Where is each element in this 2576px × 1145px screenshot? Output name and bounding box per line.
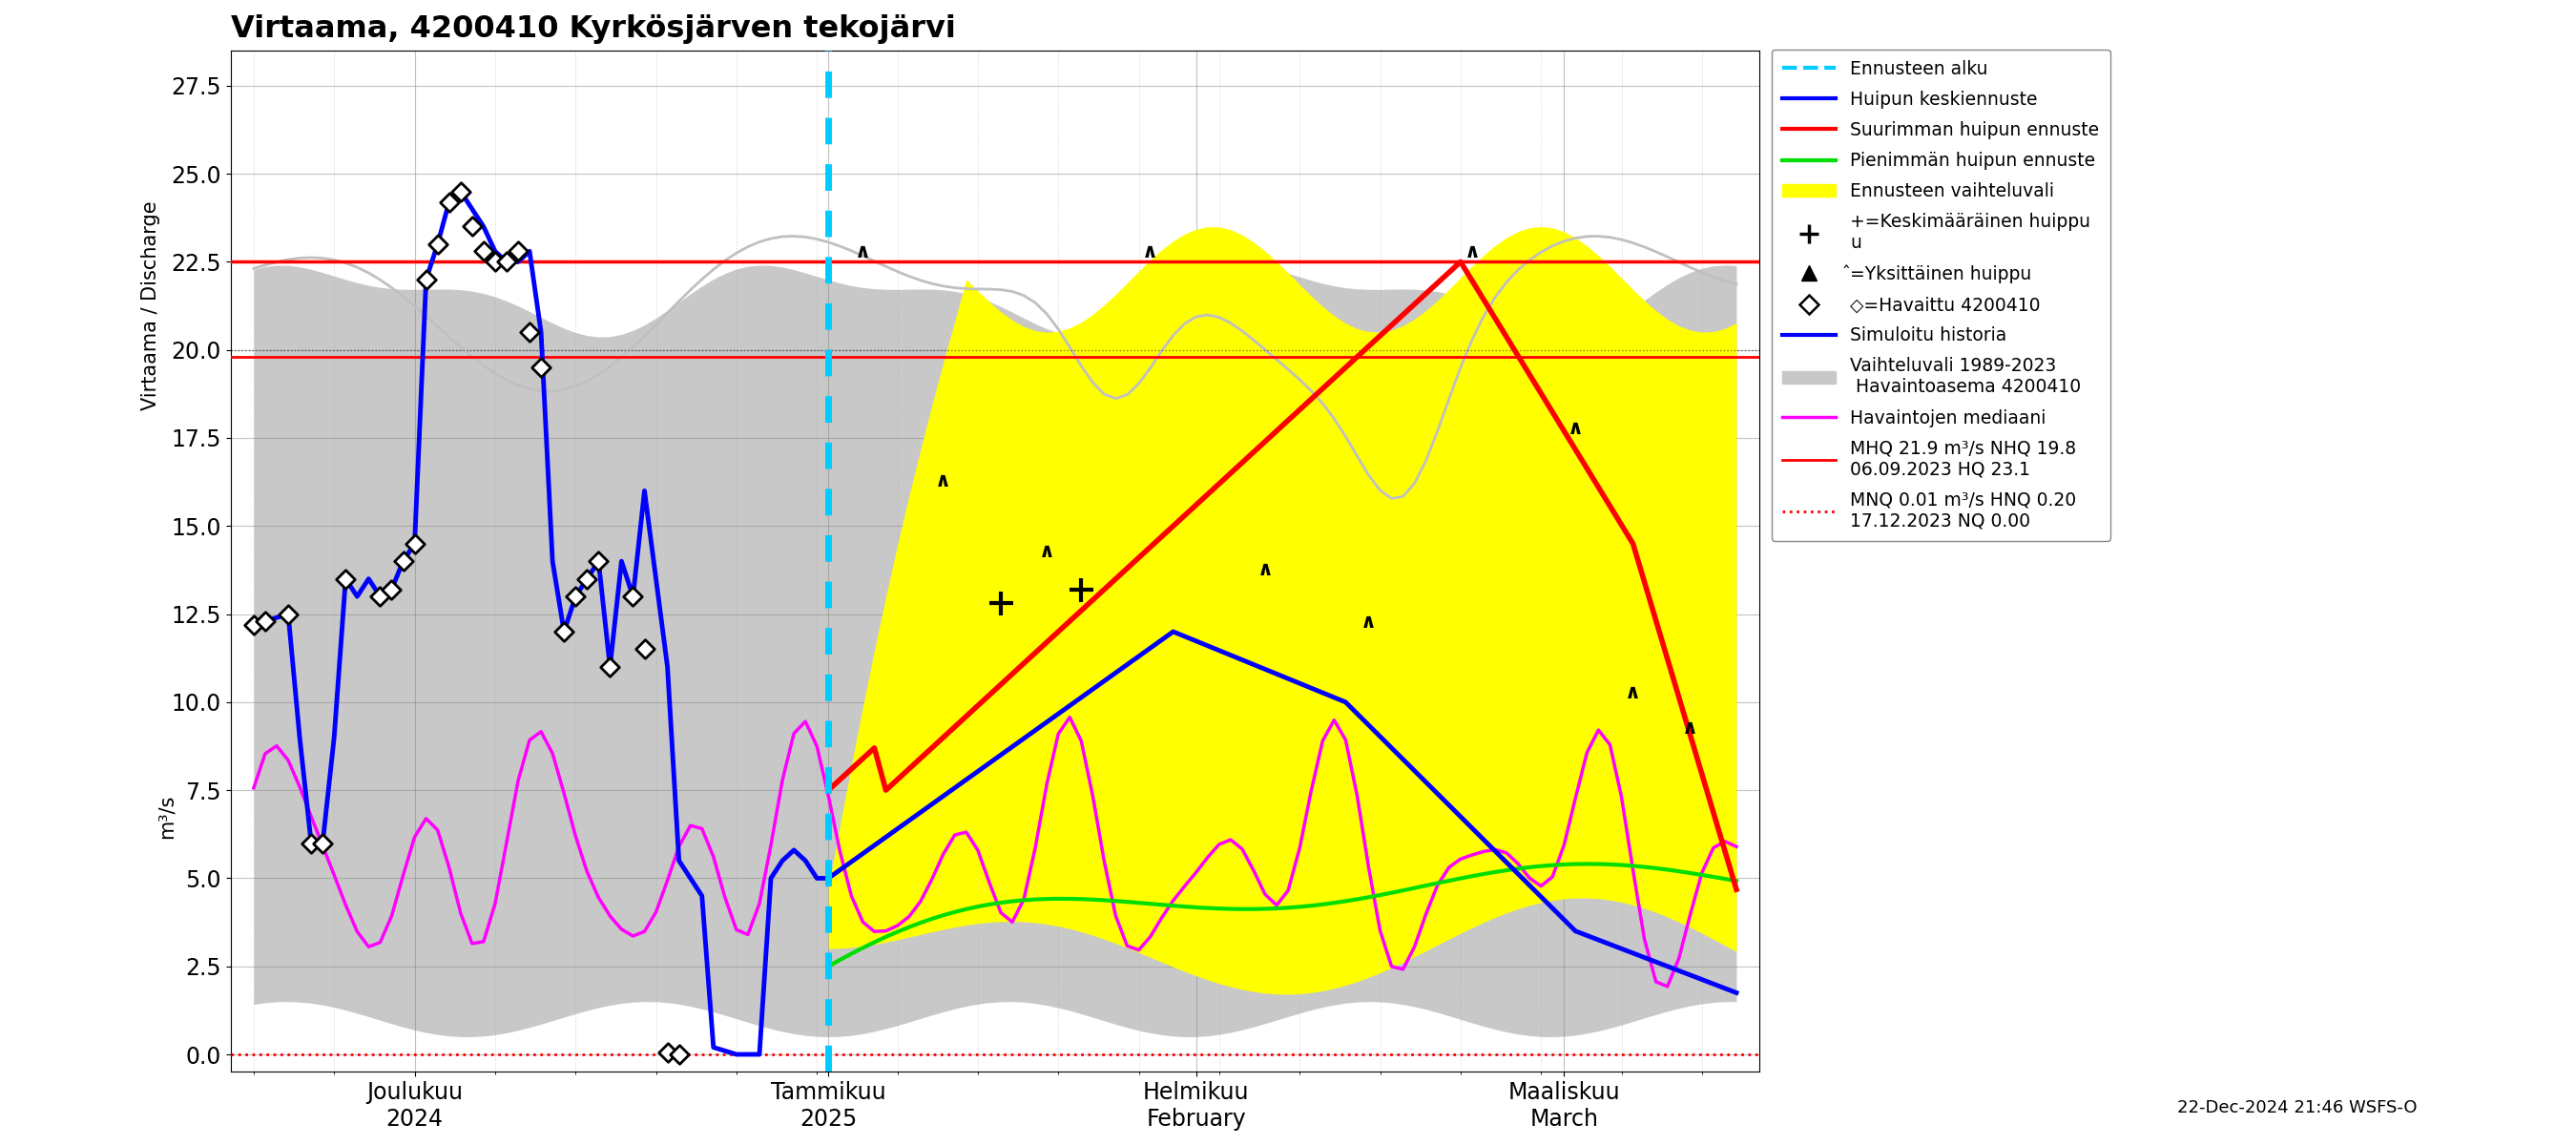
Text: ∧: ∧ <box>1625 684 1641 702</box>
Point <box>325 570 366 589</box>
Point <box>440 182 482 200</box>
Point <box>268 605 309 623</box>
Point <box>394 535 435 553</box>
Text: m³/s: m³/s <box>157 795 175 839</box>
Point <box>428 192 469 211</box>
Point <box>487 253 528 271</box>
Point <box>474 253 515 271</box>
Text: ∧: ∧ <box>1141 243 1159 262</box>
Point <box>404 270 446 289</box>
Point <box>590 657 631 676</box>
Point <box>544 623 585 641</box>
Point <box>245 611 286 630</box>
Text: ∧: ∧ <box>1682 718 1698 737</box>
Point <box>361 587 402 606</box>
Point <box>497 242 538 260</box>
Point <box>301 834 343 852</box>
Point <box>510 323 551 341</box>
Point <box>623 640 665 658</box>
Text: ∧: ∧ <box>1038 542 1054 561</box>
Text: Virtaama / Discharge: Virtaama / Discharge <box>142 202 160 411</box>
Legend: Ennusteen alku, Huipun keskiennuste, Suurimman huipun ennuste, Pienimmän huipun : Ennusteen alku, Huipun keskiennuste, Suu… <box>1772 49 2110 542</box>
Point <box>371 581 412 599</box>
Point <box>567 570 608 589</box>
Point <box>554 587 595 606</box>
Text: ∧: ∧ <box>855 243 871 262</box>
Point <box>577 552 618 570</box>
Point <box>417 235 459 253</box>
Point <box>232 616 273 634</box>
Point <box>464 242 505 260</box>
Text: ∧: ∧ <box>1360 613 1376 632</box>
Point <box>647 1043 688 1061</box>
Text: ∧: ∧ <box>1566 419 1584 437</box>
Point <box>381 552 422 570</box>
Point <box>451 218 492 236</box>
Point <box>613 587 654 606</box>
Text: ∧: ∧ <box>1463 243 1481 262</box>
Point <box>291 834 332 852</box>
Text: ∧: ∧ <box>1257 560 1273 579</box>
Text: ∧: ∧ <box>935 472 951 491</box>
Text: 22-Dec-2024 21:46 WSFS-O: 22-Dec-2024 21:46 WSFS-O <box>2177 1099 2416 1116</box>
Point <box>520 358 562 377</box>
Point <box>659 1045 701 1064</box>
Text: Virtaama, 4200410 Kyrkösjärven tekojärvi: Virtaama, 4200410 Kyrkösjärven tekojärvi <box>232 14 956 44</box>
